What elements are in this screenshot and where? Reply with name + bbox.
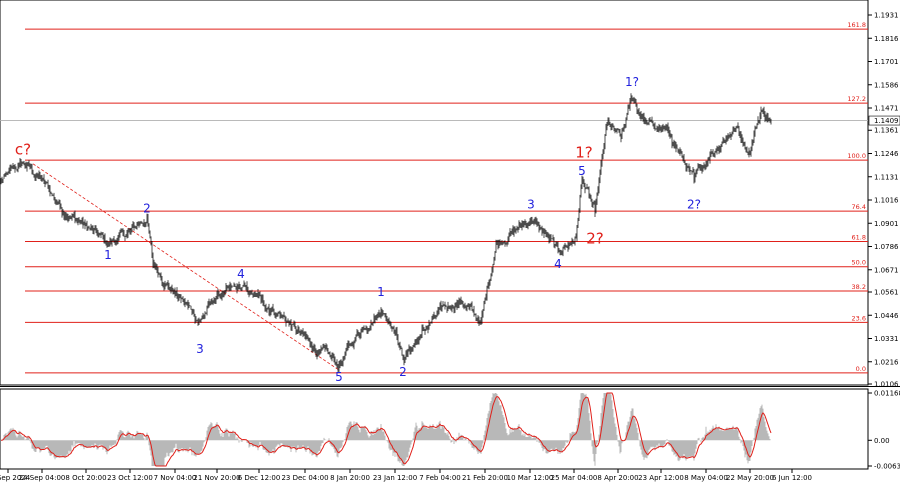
price-tick-label: 1.0901 bbox=[874, 220, 899, 228]
price-tick-label: 1.0106 bbox=[874, 381, 899, 389]
fib-label-0.0: 0.0 bbox=[856, 365, 866, 373]
wave-label-3: 3 bbox=[527, 197, 535, 211]
current-price-tag bbox=[868, 115, 900, 126]
fib-label-50.0: 50.0 bbox=[852, 259, 866, 267]
time-tick-label: 6 Dec 12:00 bbox=[238, 474, 281, 482]
wave-label-2q: 2? bbox=[586, 230, 604, 248]
wave-label-1q: 1? bbox=[575, 144, 593, 162]
time-tick-label: 8 Jan 20:00 bbox=[330, 474, 370, 482]
fib-label-23.6: 23.6 bbox=[852, 314, 866, 322]
price-tick-label: 1.0671 bbox=[874, 266, 899, 274]
time-tick-label: 23 Apr 12:00 bbox=[638, 474, 684, 482]
price-tick-label: 1.1131 bbox=[874, 173, 899, 181]
time-tick-label: 25 Mar 04:00 bbox=[551, 474, 598, 482]
wave-label-2q: 2? bbox=[687, 197, 701, 211]
osc-tick-label: 0.00 bbox=[874, 437, 890, 445]
time-tick-label: 8 Apr 20:00 bbox=[597, 474, 638, 482]
fib-label-38.2: 38.2 bbox=[852, 283, 866, 291]
wave-label-5: 5 bbox=[335, 370, 343, 384]
time-tick-label: 23 Dec 04:00 bbox=[281, 474, 328, 482]
time-tick-label: 7 Feb 04:00 bbox=[419, 474, 460, 482]
osc-signal-line bbox=[0, 392, 772, 467]
wave-label-3: 3 bbox=[196, 342, 204, 356]
price-tick-label: 1.1471 bbox=[874, 105, 899, 113]
oscillator: 0.01168 0.00 -0.00635 bbox=[0, 390, 900, 471]
price-tick-label: 1.0216 bbox=[874, 358, 899, 366]
time-tick-label: 10 Sep 2024 bbox=[0, 474, 31, 482]
fibonacci-levels: 161.8 127.2 100.0 76.4 61.8 50.0 38.2 23.6 0.0 bbox=[25, 21, 868, 374]
price-tick-label: 1.0561 bbox=[874, 289, 899, 297]
price-tick-label: 1.0786 bbox=[874, 243, 899, 251]
trend-line-dashed bbox=[32, 163, 340, 371]
wave-label-1q: 1? bbox=[625, 75, 639, 89]
time-tick-label: 7 Nov 04:00 bbox=[154, 474, 197, 482]
time-tick-label: 10 Mar 12:00 bbox=[507, 474, 554, 482]
wave-label-1: 1 bbox=[377, 285, 385, 299]
time-tick-label: 21 Feb 20:00 bbox=[462, 474, 508, 482]
fib-label-127.2: 127.2 bbox=[847, 95, 866, 103]
osc-tick-label: -0.00635 bbox=[874, 463, 900, 471]
price-tick-label: 1.0446 bbox=[874, 312, 899, 320]
wave-label-4: 4 bbox=[554, 257, 562, 271]
current-price-label: 1.1409 bbox=[874, 117, 899, 125]
price-tick-label: 1.1361 bbox=[874, 127, 899, 135]
price-tick-label: 1.1016 bbox=[874, 197, 899, 205]
trend-line bbox=[32, 163, 340, 371]
time-tick-label: 8 Oct 20:00 bbox=[65, 474, 106, 482]
fib-label-76.4: 76.4 bbox=[852, 203, 866, 211]
wave-label-2: 2 bbox=[143, 201, 151, 215]
price-tick-label: 1.1701 bbox=[874, 58, 899, 66]
wave-label-2: 2 bbox=[399, 365, 407, 379]
price-tick-label: 1.1246 bbox=[874, 150, 899, 158]
price-axis: 1.1931 1.1816 1.1701 1.1586 1.1471 1.1361 1.12… bbox=[868, 12, 900, 389]
wave-label-4: 4 bbox=[237, 267, 245, 281]
wave-label-1: 1 bbox=[104, 248, 112, 262]
time-tick-label: 6 Jun 12:00 bbox=[772, 474, 812, 482]
time-tick-label: 8 May 04:00 bbox=[684, 474, 728, 482]
price-tick-label: 1.1816 bbox=[874, 35, 899, 43]
time-tick-label: 24 Sep 04:00 bbox=[19, 474, 66, 482]
candlesticks bbox=[0, 93, 772, 373]
time-tick-label: 22 May 20:00 bbox=[726, 474, 774, 482]
price-tick-label: 1.0331 bbox=[874, 335, 899, 343]
price-tick-label: 1.1931 bbox=[874, 12, 899, 20]
time-tick-label: 23 Jan 12:00 bbox=[373, 474, 417, 482]
price-tick-label: 1.1586 bbox=[874, 81, 899, 89]
time-tick-label: 21 Nov 20:00 bbox=[193, 474, 240, 482]
wave-labels: c? 1 2 3 4 5 1 2 3 4 5 1? 2? 1? 2? bbox=[15, 75, 701, 384]
wave-label-5: 5 bbox=[578, 164, 586, 178]
fib-label-100.0: 100.0 bbox=[847, 152, 866, 160]
wave-label-cq: c? bbox=[15, 141, 31, 159]
fib-label-61.8: 61.8 bbox=[852, 233, 866, 241]
main-pane[interactable] bbox=[0, 0, 869, 386]
fib-label-161.8: 161.8 bbox=[847, 21, 866, 29]
osc-tick-label: 0.01168 bbox=[874, 390, 900, 398]
time-tick-label: 23 Oct 12:00 bbox=[107, 474, 153, 482]
